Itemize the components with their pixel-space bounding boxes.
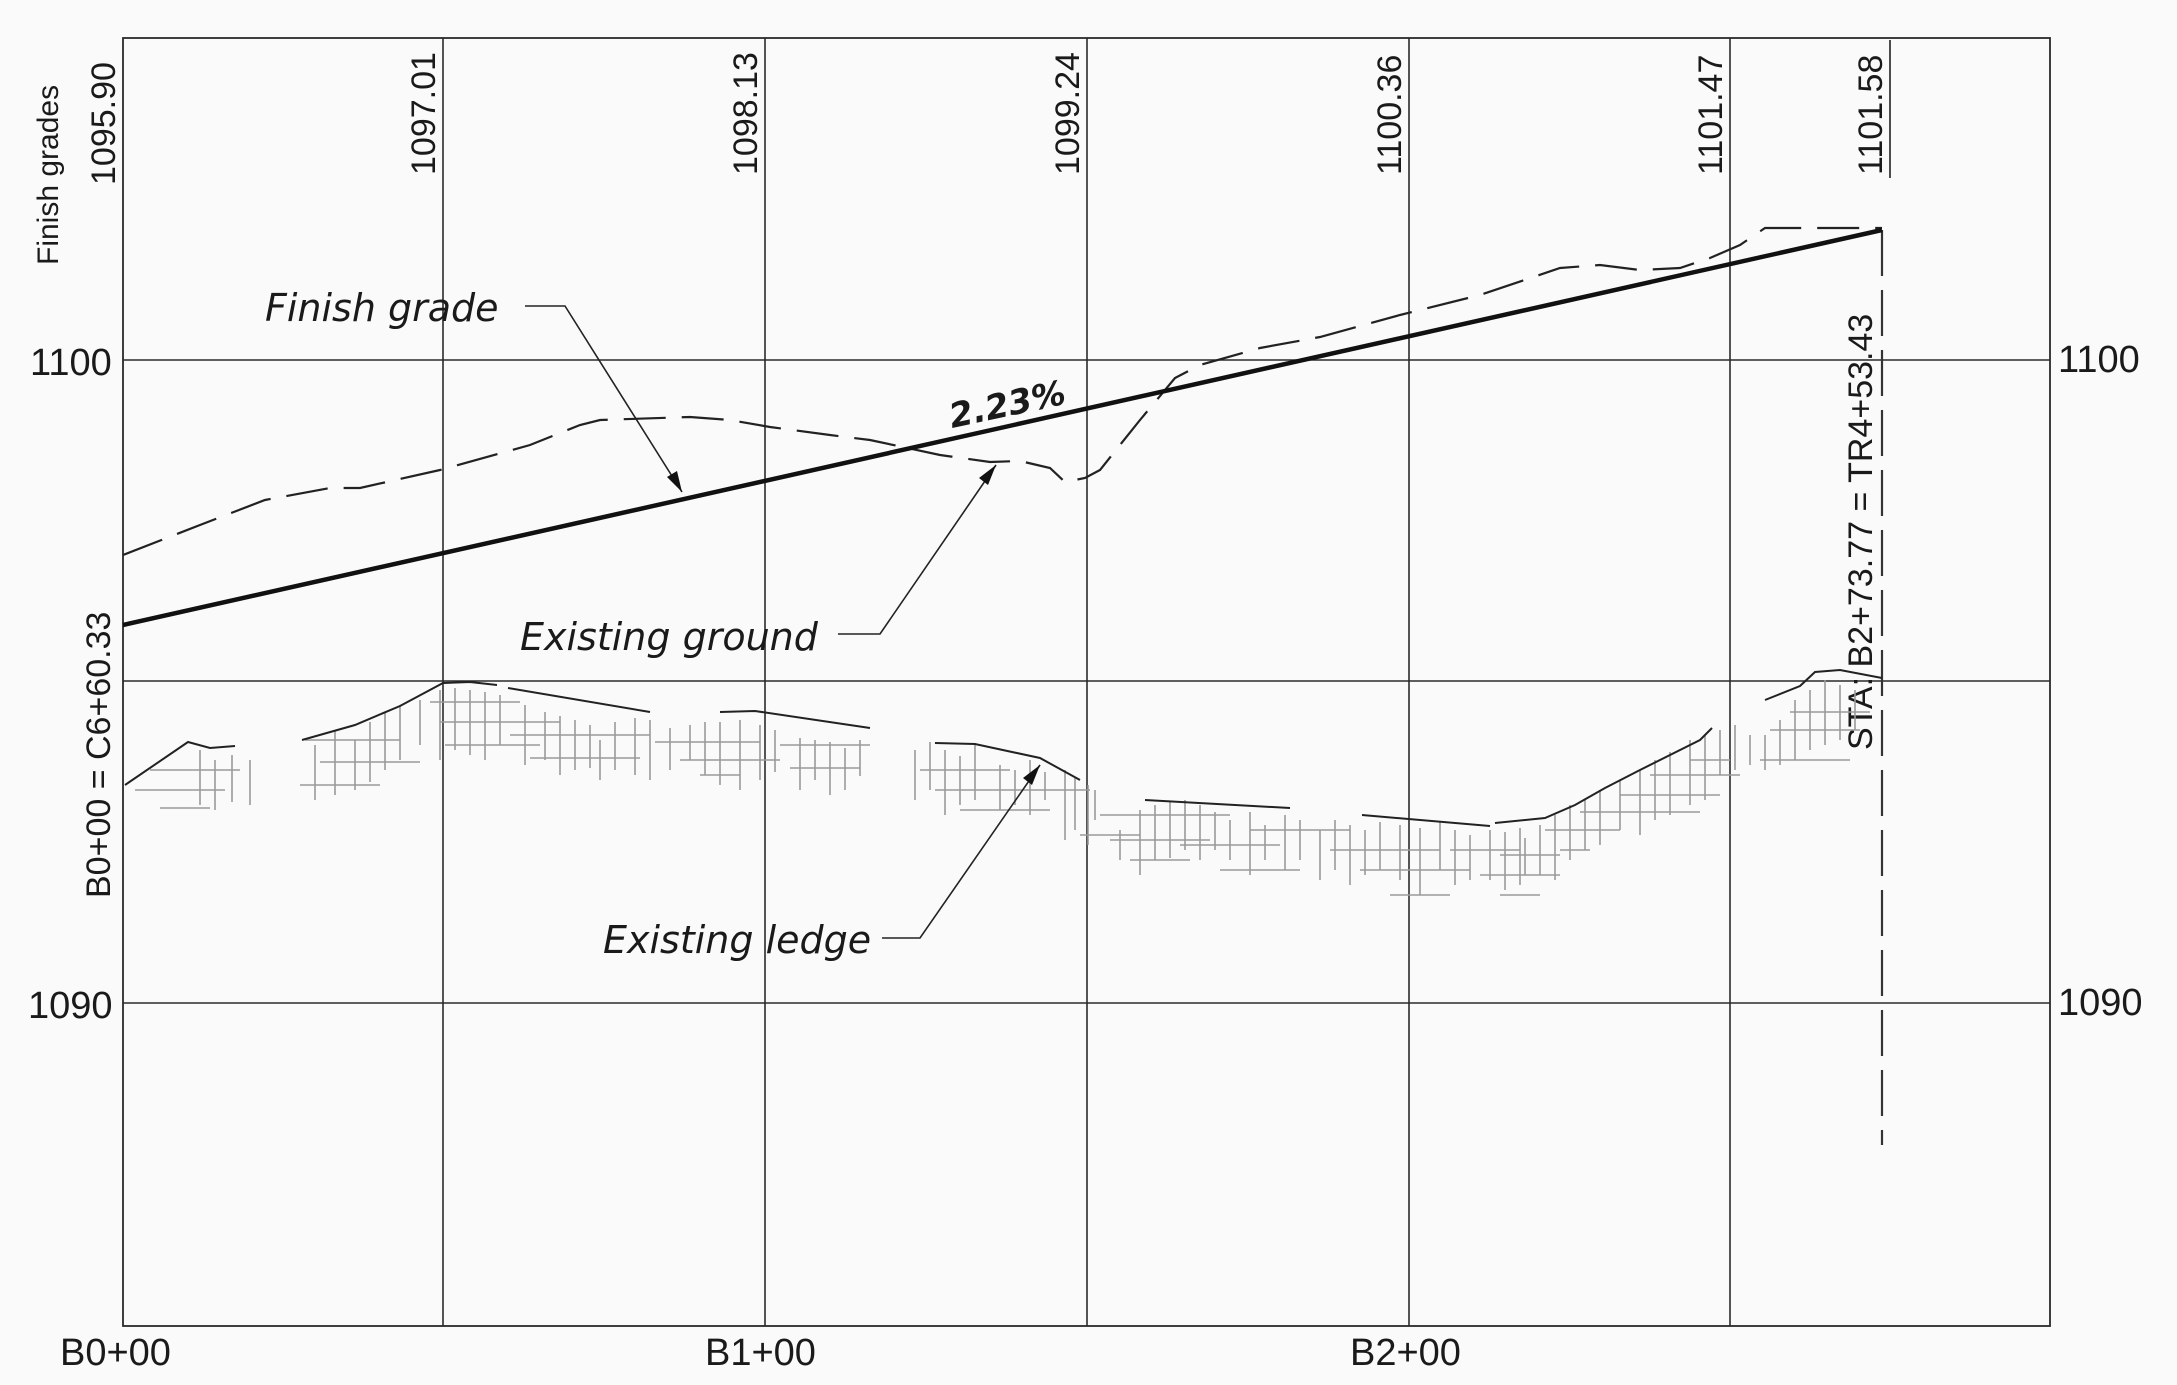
station-label-b1: B1+00 <box>705 1332 816 1374</box>
ledge-segment <box>1494 727 1713 824</box>
existing-ledge-callout: Existing ledge <box>603 764 1041 962</box>
finish-grade-label: 1101.47 <box>1692 55 1730 175</box>
ledge-segment <box>507 687 651 713</box>
finish-grade-label: 1098.13 <box>727 52 765 175</box>
leader-line <box>525 305 683 493</box>
finish-grade-label: 1099.24 <box>1049 52 1087 175</box>
elev-label-right-1090: 1090 <box>2058 982 2143 1024</box>
ledge-segment <box>719 709 871 729</box>
existing-ledge-text: Existing ledge <box>603 918 871 962</box>
arrowhead <box>1023 765 1040 785</box>
leader-line <box>838 464 997 635</box>
arrowhead <box>667 471 682 492</box>
end-station-label: STA: B2+73.77 = TR4+53.43 <box>1842 314 1880 750</box>
finish-grade-label: 1097.01 <box>405 52 443 175</box>
elev-label-left-1090: 1090 <box>28 985 113 1027</box>
ledge-hatching <box>135 680 1870 896</box>
start-station-label: B0+00 = C6+60.33 <box>80 612 118 898</box>
ledge-segment <box>1764 668 1883 701</box>
arrowhead <box>979 465 996 485</box>
station-label-b0: B0+00 <box>60 1332 171 1374</box>
elev-label-left-1100: 1100 <box>30 342 112 384</box>
existing-ground-text: Existing ground <box>520 615 819 659</box>
finish-grade-label: 1101.58 <box>1852 55 1890 175</box>
finish-grade-label: 1095.90 <box>85 62 123 185</box>
ledge-segment <box>1144 799 1291 809</box>
elevation-grid-lines <box>123 359 2050 1004</box>
elev-label-right-1100: 1100 <box>2058 339 2140 381</box>
finish-grade-text: Finish grade <box>265 286 499 330</box>
finish-grade-label: 1100.36 <box>1371 55 1409 175</box>
ledge-segment <box>301 680 498 741</box>
finish-grade-line <box>122 227 1883 628</box>
existing-ground-line <box>122 226 1882 557</box>
station-grid-lines <box>442 38 1731 1326</box>
existing-ground-callout: Existing ground <box>520 464 997 659</box>
ledge-segment <box>934 742 1081 781</box>
finish-grades-header: Finish grades <box>32 85 65 265</box>
ledge-segment <box>1361 814 1491 827</box>
leader-line <box>882 764 1041 939</box>
ledge-segment <box>124 740 236 786</box>
existing-ledge <box>124 668 1883 827</box>
finish-grade-callout: Finish grade <box>265 286 683 493</box>
station-label-b2: B2+00 <box>1350 1332 1461 1374</box>
